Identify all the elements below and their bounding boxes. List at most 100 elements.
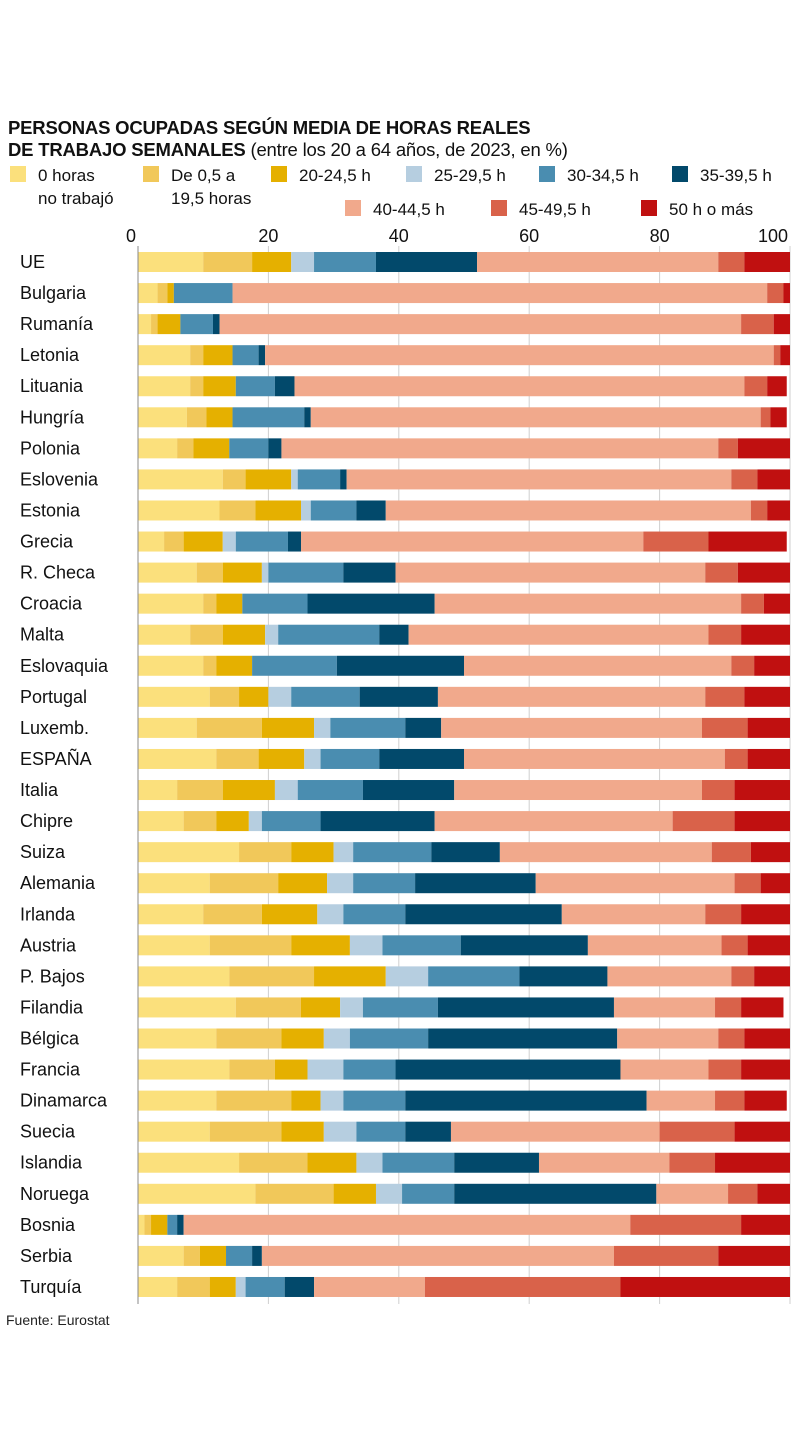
bar-8-1 <box>219 500 256 521</box>
bar-24-6 <box>613 997 716 1018</box>
bar-5-8 <box>770 407 787 428</box>
bar-5-7 <box>760 407 771 428</box>
bar-27-3 <box>320 1090 344 1111</box>
bar-28-4 <box>356 1121 406 1142</box>
bar-1-0 <box>138 283 158 304</box>
bar-25-0 <box>138 1028 217 1049</box>
bar-2-7 <box>741 314 774 335</box>
bar-10-6 <box>395 562 706 583</box>
category-label-24: Filandia <box>20 997 84 1017</box>
legend-swatch-1 <box>143 166 159 182</box>
bar-14-3 <box>268 686 292 707</box>
bar-24-8 <box>741 997 784 1018</box>
bar-13-0 <box>138 655 204 676</box>
bar-3-7 <box>773 345 781 366</box>
bar-15-4 <box>330 717 406 738</box>
category-label-20: Alemania <box>20 873 96 893</box>
bar-0-7 <box>718 252 745 272</box>
bar-0-2 <box>252 252 292 272</box>
bar-6-1 <box>177 438 194 459</box>
bar-0-8 <box>744 252 790 272</box>
bar-27-7 <box>715 1090 745 1111</box>
bar-33-8 <box>620 1276 790 1297</box>
bar-21-2 <box>261 904 318 925</box>
bar-32-2 <box>199 1245 227 1266</box>
bar-6-8 <box>737 438 790 459</box>
bar-18-3 <box>248 811 262 832</box>
bar-22-5 <box>460 935 588 956</box>
bar-9-2 <box>183 531 223 552</box>
bar-17-6 <box>454 780 702 801</box>
bar-12-1 <box>190 624 223 645</box>
bar-33-7 <box>424 1276 621 1297</box>
bar-28-1 <box>209 1121 282 1142</box>
bar-25-6 <box>617 1028 719 1049</box>
bar-17-5 <box>362 780 455 801</box>
bar-14-7 <box>705 686 745 707</box>
bar-31-2 <box>151 1214 168 1235</box>
bar-33-3 <box>235 1276 246 1297</box>
legend-label-7: 45-49,5 h <box>519 200 591 219</box>
bar-2-0 <box>138 314 152 335</box>
legend-label-0: 0 horas <box>38 166 95 185</box>
bar-20-3 <box>327 873 354 894</box>
legend-swatch-0 <box>10 166 26 182</box>
bar-6-7 <box>718 438 738 459</box>
bar-26-0 <box>138 1059 230 1080</box>
bar-0-3 <box>291 252 315 272</box>
bar-12-7 <box>708 624 742 645</box>
bar-19-1 <box>239 842 292 863</box>
bar-33-4 <box>245 1276 285 1297</box>
bar-7-7 <box>731 469 758 490</box>
bar-25-4 <box>349 1028 429 1049</box>
legend-swatch-3 <box>406 166 422 182</box>
x-tick-label-80: 80 <box>650 226 670 246</box>
category-label-30: Noruega <box>20 1184 90 1204</box>
bar-24-1 <box>235 997 301 1018</box>
bar-22-4 <box>382 935 461 956</box>
bar-7-8 <box>757 469 790 490</box>
bar-19-4 <box>353 842 432 863</box>
bar-22-8 <box>747 935 790 956</box>
bar-25-1 <box>216 1028 282 1049</box>
bar-31-6 <box>183 1214 631 1235</box>
bar-14-8 <box>744 686 790 707</box>
bar-30-7 <box>728 1183 758 1204</box>
bar-13-2 <box>216 655 253 676</box>
category-label-23: P. Bajos <box>20 966 85 986</box>
bar-4-8 <box>767 376 787 397</box>
bar-11-7 <box>741 593 764 614</box>
bar-11-2 <box>216 593 243 614</box>
bar-21-7 <box>705 904 742 925</box>
bar-33-2 <box>209 1276 236 1297</box>
bar-17-1 <box>177 780 223 801</box>
bar-17-0 <box>138 780 178 801</box>
bar-17-3 <box>274 780 298 801</box>
bar-8-6 <box>385 500 751 521</box>
bar-4-0 <box>138 376 191 397</box>
bar-18-4 <box>261 811 321 832</box>
bar-5-1 <box>186 407 207 428</box>
category-label-9: Grecia <box>20 532 74 552</box>
bar-8-7 <box>750 500 768 521</box>
category-label-6: Polonia <box>20 438 81 458</box>
bar-10-2 <box>222 562 262 583</box>
category-label-14: Portugal <box>20 687 87 707</box>
bar-20-8 <box>760 873 790 894</box>
bar-17-4 <box>297 780 363 801</box>
bar-25-8 <box>744 1028 790 1049</box>
bar-18-7 <box>672 811 735 832</box>
category-label-13: Eslovaquia <box>20 656 109 676</box>
bar-24-2 <box>301 997 341 1018</box>
bar-22-3 <box>349 935 383 956</box>
bar-26-7 <box>708 1059 742 1080</box>
bar-13-5 <box>336 655 464 676</box>
legend-label-4: 30-34,5 h <box>567 166 639 185</box>
bar-26-2 <box>274 1059 308 1080</box>
bar-24-0 <box>138 997 236 1018</box>
legend-label2-1: 19,5 horas <box>171 189 251 208</box>
bar-10-5 <box>343 562 396 583</box>
bar-29-4 <box>382 1152 455 1173</box>
bar-33-6 <box>314 1276 425 1297</box>
